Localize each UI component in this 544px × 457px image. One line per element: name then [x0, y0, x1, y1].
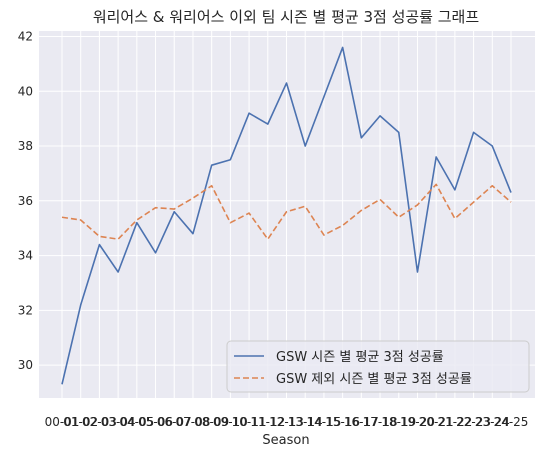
series-lines — [61, 46, 512, 385]
x-tick-label: 18-19 — [381, 415, 416, 429]
y-tick-label: 36 — [18, 194, 33, 208]
y-axis-ticks: 30 32 34 36 38 40 42 — [18, 29, 33, 372]
y-tick-label: 38 — [18, 139, 33, 153]
x-tick-label: 03-04 — [101, 415, 136, 429]
x-tick-label: 21-22 — [437, 415, 472, 429]
x-tick-label: 10-11 — [232, 415, 267, 429]
x-tick-label: 24-25 — [494, 415, 529, 429]
y-tick-label: 40 — [18, 84, 33, 98]
x-tick-label: 15-16 — [325, 415, 360, 429]
x-tick-label: 05-06 — [138, 415, 173, 429]
legend-label-others: GSW 제외 시즌 별 평균 3점 성공률 — [276, 372, 472, 387]
legend-label-gsw: GSW 시즌 별 평균 3점 성공률 — [276, 350, 444, 365]
x-tick-label: 09-10 — [213, 415, 248, 429]
x-tick-label: 19-20 — [400, 415, 435, 429]
series-line-gsw — [61, 46, 512, 385]
x-tick-label: 02-03 — [82, 415, 117, 429]
x-tick-label: 08-09 — [194, 415, 229, 429]
x-tick-label: 06-07 — [157, 415, 192, 429]
x-tick-label: 01-02 — [63, 415, 98, 429]
x-tick-label: 00-01 — [45, 415, 80, 429]
x-tick-label: 11-12 — [250, 415, 285, 429]
x-tick-label: 04-05 — [119, 415, 154, 429]
x-tick-label: 17-18 — [363, 415, 398, 429]
x-tick-label: 22-23 — [456, 415, 491, 429]
legend-box — [226, 340, 530, 393]
y-tick-label: 42 — [18, 29, 33, 43]
x-tick-label: 16-17 — [344, 415, 379, 429]
x-axis-label: Season — [262, 433, 309, 448]
x-tick-label: 23-24 — [475, 415, 510, 429]
x-tick-label: 13-14 — [288, 415, 323, 429]
x-tick-label: 20-21 — [419, 415, 454, 429]
x-tick-label: 14-15 — [306, 415, 341, 429]
y-tick-label: 32 — [18, 303, 33, 317]
x-tick-label: 07-08 — [176, 415, 211, 429]
legend: GSW 시즌 별 평균 3점 성공률 GSW 제외 시즌 별 평균 3점 성공률 — [226, 340, 530, 393]
series-line-others — [61, 183, 512, 240]
chart-title: 워리어스 & 워리어스 이외 팀 시즌 별 평균 3점 성공률 그래프 — [93, 8, 480, 26]
x-axis-ticks: 00-0101-0202-0303-0404-0505-0606-0707-08… — [45, 415, 529, 429]
y-tick-label: 34 — [18, 249, 33, 263]
x-tick-label: 12-13 — [269, 415, 304, 429]
y-tick-label: 30 — [18, 358, 33, 372]
